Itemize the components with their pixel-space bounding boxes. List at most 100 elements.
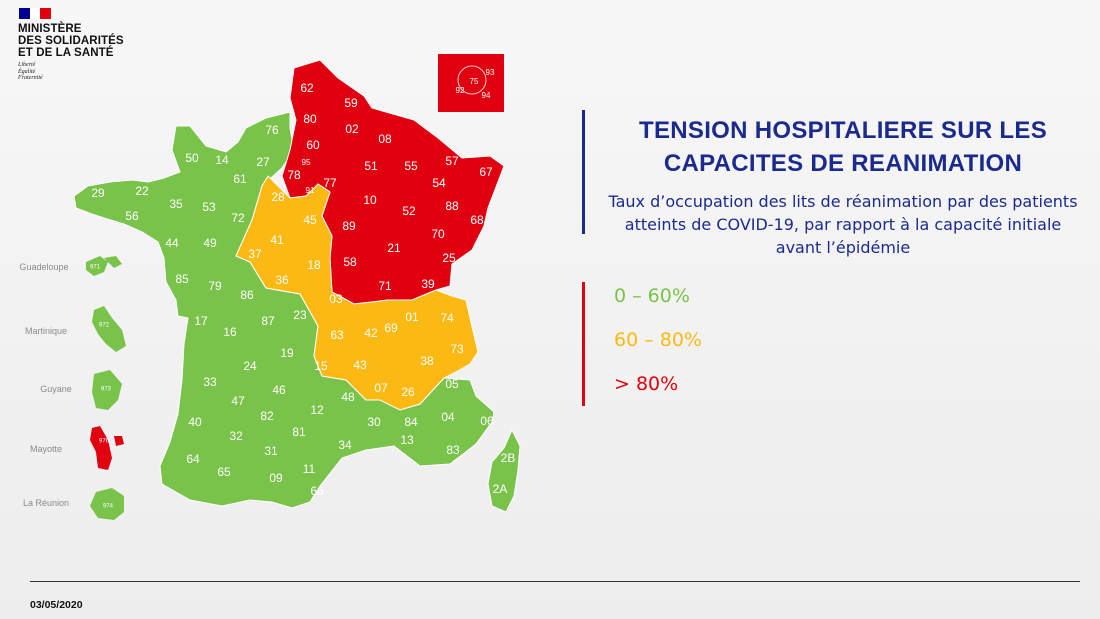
svg-text:972: 972 [99, 323, 110, 329]
overseas-guadeloupe: Guadeloupe 971 [19, 256, 122, 276]
svg-text:29: 29 [91, 186, 105, 200]
svg-text:80: 80 [303, 112, 317, 126]
svg-text:14: 14 [215, 153, 229, 167]
overseas-martinique: Martinique 972 [25, 306, 126, 352]
ministry-logo: MINISTÈRE DES SOLIDARITÉS ET DE LA SANTÉ… [18, 8, 148, 82]
svg-text:33: 33 [203, 375, 217, 389]
logo-line-2: DES SOLIDARITÉS [18, 35, 124, 47]
svg-text:21: 21 [387, 241, 401, 255]
svg-text:52: 52 [402, 204, 416, 218]
legend-item-green: 0 – 60% [614, 285, 690, 307]
svg-text:51: 51 [364, 159, 378, 173]
svg-text:88: 88 [445, 199, 459, 213]
svg-text:68: 68 [470, 213, 484, 227]
svg-text:49: 49 [203, 236, 217, 250]
svg-text:03: 03 [329, 292, 343, 306]
svg-text:92: 92 [456, 86, 465, 95]
svg-text:23: 23 [293, 308, 307, 322]
svg-text:976: 976 [99, 439, 110, 445]
svg-text:Mayotte: Mayotte [30, 444, 62, 454]
svg-text:55: 55 [404, 159, 418, 173]
svg-text:27: 27 [256, 155, 270, 169]
svg-text:40: 40 [188, 415, 202, 429]
svg-text:85: 85 [175, 272, 189, 286]
svg-text:17: 17 [194, 314, 208, 328]
legend-accent-bar [582, 282, 585, 406]
svg-text:10: 10 [363, 193, 377, 207]
legend-item-orange: 60 – 80% [614, 329, 702, 351]
svg-text:73: 73 [450, 342, 464, 356]
page-subtitle: Taux d’occupation des lits de réanimatio… [608, 192, 1078, 257]
svg-text:La Réunion: La Réunion [23, 498, 69, 508]
svg-text:39: 39 [421, 277, 435, 291]
svg-text:Guadeloupe: Guadeloupe [19, 262, 68, 272]
svg-text:32: 32 [229, 429, 243, 443]
svg-text:61: 61 [233, 172, 247, 186]
svg-text:37: 37 [248, 247, 262, 261]
legend: 0 – 60% 60 – 80% > 80% [614, 284, 702, 416]
overseas-la-reunion: La Réunion 974 [23, 488, 124, 520]
svg-text:01: 01 [405, 310, 419, 324]
svg-text:74: 74 [440, 311, 454, 325]
svg-text:54: 54 [432, 176, 446, 190]
svg-text:26: 26 [401, 385, 415, 399]
svg-text:94: 94 [482, 91, 491, 100]
svg-text:58: 58 [343, 255, 357, 269]
svg-text:28: 28 [271, 190, 285, 204]
svg-text:78: 78 [287, 168, 301, 182]
svg-text:15: 15 [314, 359, 328, 373]
svg-text:50: 50 [185, 151, 199, 165]
svg-text:973: 973 [101, 387, 112, 393]
svg-text:67: 67 [479, 165, 493, 179]
svg-text:84: 84 [404, 415, 418, 429]
svg-text:70: 70 [431, 227, 445, 241]
svg-text:66: 66 [310, 484, 324, 498]
map-region-orange [235, 175, 479, 411]
svg-text:62: 62 [300, 81, 314, 95]
footer-divider [30, 581, 1080, 582]
svg-text:82: 82 [260, 409, 274, 423]
svg-text:07: 07 [374, 381, 388, 395]
svg-text:38: 38 [420, 354, 434, 368]
svg-text:53: 53 [202, 200, 216, 214]
svg-text:24: 24 [243, 359, 257, 373]
svg-text:30: 30 [367, 415, 381, 429]
green-department-labels: 76 50 14 27 61 29 22 56 35 53 72 44 49 8… [91, 123, 515, 498]
svg-text:76: 76 [265, 123, 279, 137]
france-map: 93 75 92 94 62 59 80 02 08 60 95 78 77 9… [0, 0, 540, 560]
flag-icon [19, 8, 52, 19]
svg-text:45: 45 [303, 213, 317, 227]
svg-text:971: 971 [90, 265, 101, 271]
svg-text:56: 56 [125, 209, 139, 223]
overseas-guyane: Guyane 973 [40, 370, 122, 410]
svg-text:95: 95 [302, 158, 311, 167]
legend-item-red: > 80% [614, 373, 679, 395]
svg-text:81: 81 [292, 425, 306, 439]
svg-text:79: 79 [208, 279, 222, 293]
svg-text:974: 974 [103, 504, 114, 510]
svg-text:02: 02 [345, 122, 359, 136]
svg-text:89: 89 [342, 219, 356, 233]
svg-text:06: 06 [480, 414, 494, 428]
svg-text:19: 19 [280, 346, 294, 360]
svg-text:08: 08 [378, 132, 392, 146]
svg-text:43: 43 [353, 358, 367, 372]
svg-text:59: 59 [344, 96, 358, 110]
svg-text:77: 77 [323, 176, 337, 190]
svg-text:87: 87 [261, 314, 275, 328]
orange-department-labels: 28 45 41 37 18 36 03 01 74 63 42 69 73 3… [248, 190, 464, 399]
logo-motto: Liberté Égalité Fraternité [18, 62, 43, 81]
svg-text:60: 60 [306, 138, 320, 152]
corsica [487, 428, 521, 513]
logo-line-3: ET DE LA SANTÉ [18, 47, 114, 59]
overseas-mayotte: Mayotte 976 [30, 426, 124, 470]
svg-text:42: 42 [364, 326, 378, 340]
paris-inset [438, 54, 504, 112]
svg-text:65: 65 [217, 465, 231, 479]
page-title: TENSION HOSPITALIERE SUR LES CAPACITES D… [639, 117, 1047, 177]
svg-text:04: 04 [441, 410, 455, 424]
svg-text:69: 69 [384, 321, 398, 335]
svg-text:11: 11 [303, 462, 316, 476]
svg-text:34: 34 [338, 438, 352, 452]
svg-text:57: 57 [445, 154, 459, 168]
